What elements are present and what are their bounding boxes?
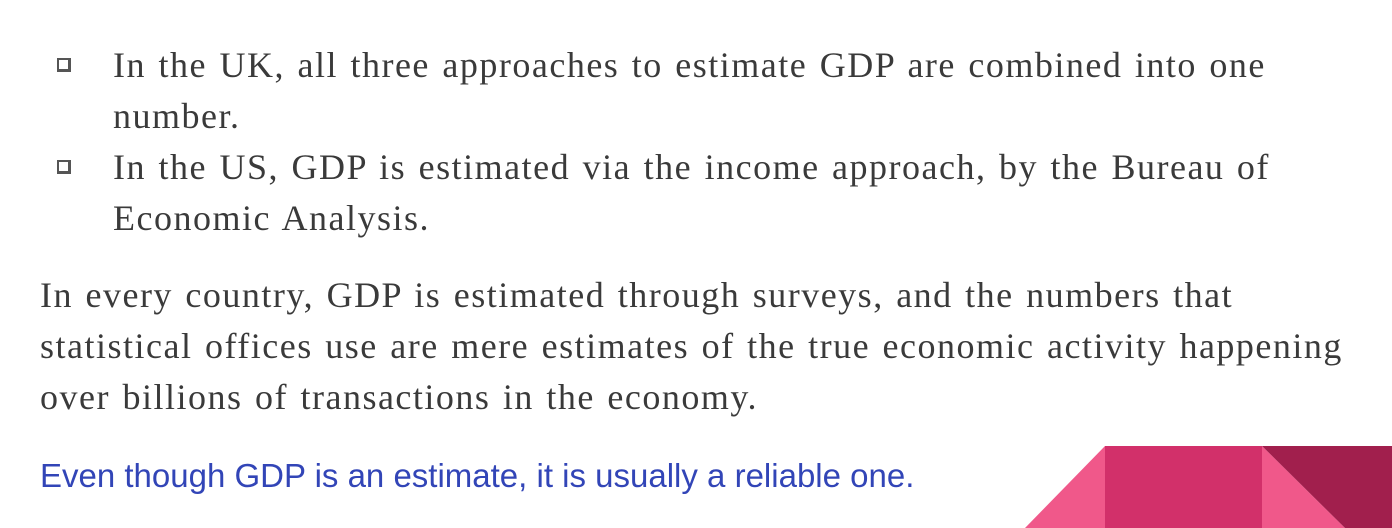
deco-maroon-shape xyxy=(1262,446,1392,528)
bullet-list: In the UK, all three approaches to estim… xyxy=(55,40,1285,244)
bullet-text: In the UK, all three approaches to estim… xyxy=(113,45,1266,136)
body-paragraph: In every country, GDP is estimated throu… xyxy=(40,275,1343,417)
checkbox-bullet-icon xyxy=(57,58,71,72)
bullet-item-us: In the US, GDP is estimated via the inco… xyxy=(55,142,1285,244)
bullet-text: In the US, GDP is estimated via the inco… xyxy=(113,147,1270,238)
deco-crimson-shape xyxy=(1105,446,1262,528)
checkbox-bullet-icon xyxy=(57,160,71,174)
bullet-item-uk: In the UK, all three approaches to estim… xyxy=(55,40,1285,142)
highlight-statement: Even though GDP is an estimate, it is us… xyxy=(40,457,915,494)
